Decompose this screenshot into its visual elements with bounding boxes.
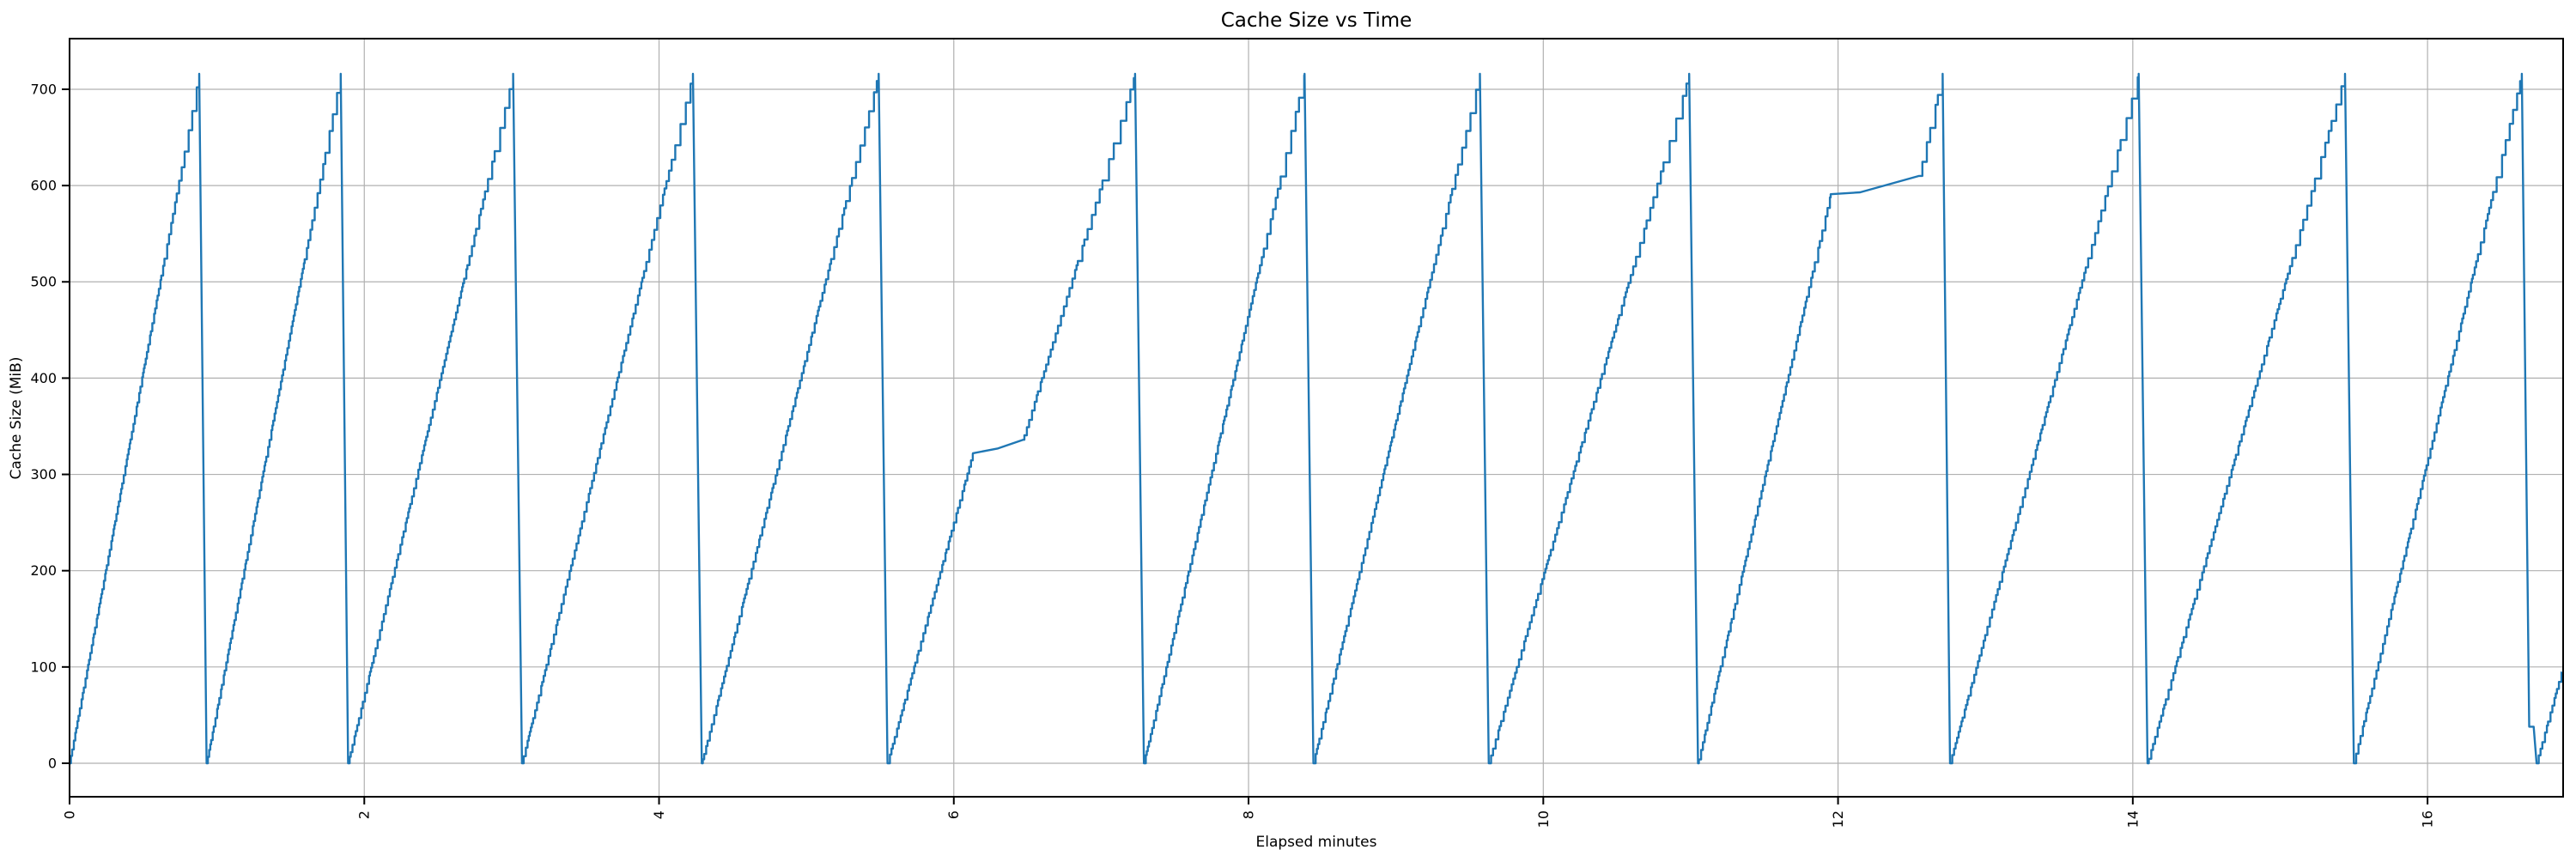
- x-tick-label: 8: [1240, 810, 1256, 819]
- y-tick-label: 100: [30, 659, 57, 675]
- x-tick-label: 0: [61, 810, 77, 819]
- x-tick-label: 10: [1535, 810, 1552, 828]
- y-tick-label: 500: [30, 274, 57, 290]
- y-tick-label: 0: [48, 755, 57, 771]
- y-tick-label: 400: [30, 370, 57, 386]
- x-tick-label: 12: [1830, 810, 1846, 828]
- y-tick-label: 600: [30, 178, 57, 194]
- cache-size-line: [70, 72, 2563, 765]
- y-axis-label: Cache Size (MiB): [8, 357, 25, 480]
- x-tick-label: 14: [2124, 810, 2141, 828]
- tick-labels: 0 2 4 6 8 10 12 14 16 0 100 200 300 400 500 600 700: [30, 81, 2435, 828]
- chart-title: Cache Size vs Time: [1221, 9, 1413, 32]
- y-tick-label: 300: [30, 466, 57, 483]
- y-tick-label: 700: [30, 81, 57, 97]
- x-tick-label: 6: [945, 810, 962, 819]
- tick-marks: [62, 88, 2429, 804]
- plot-area: [70, 39, 2563, 797]
- x-axis-label: Elapsed minutes: [1256, 834, 1377, 851]
- axes-spines: [69, 38, 2564, 798]
- x-tick-label: 2: [356, 810, 373, 819]
- x-tick-label: 16: [2420, 810, 2436, 828]
- x-tick-label: 4: [651, 810, 667, 819]
- y-tick-label: 200: [30, 562, 57, 579]
